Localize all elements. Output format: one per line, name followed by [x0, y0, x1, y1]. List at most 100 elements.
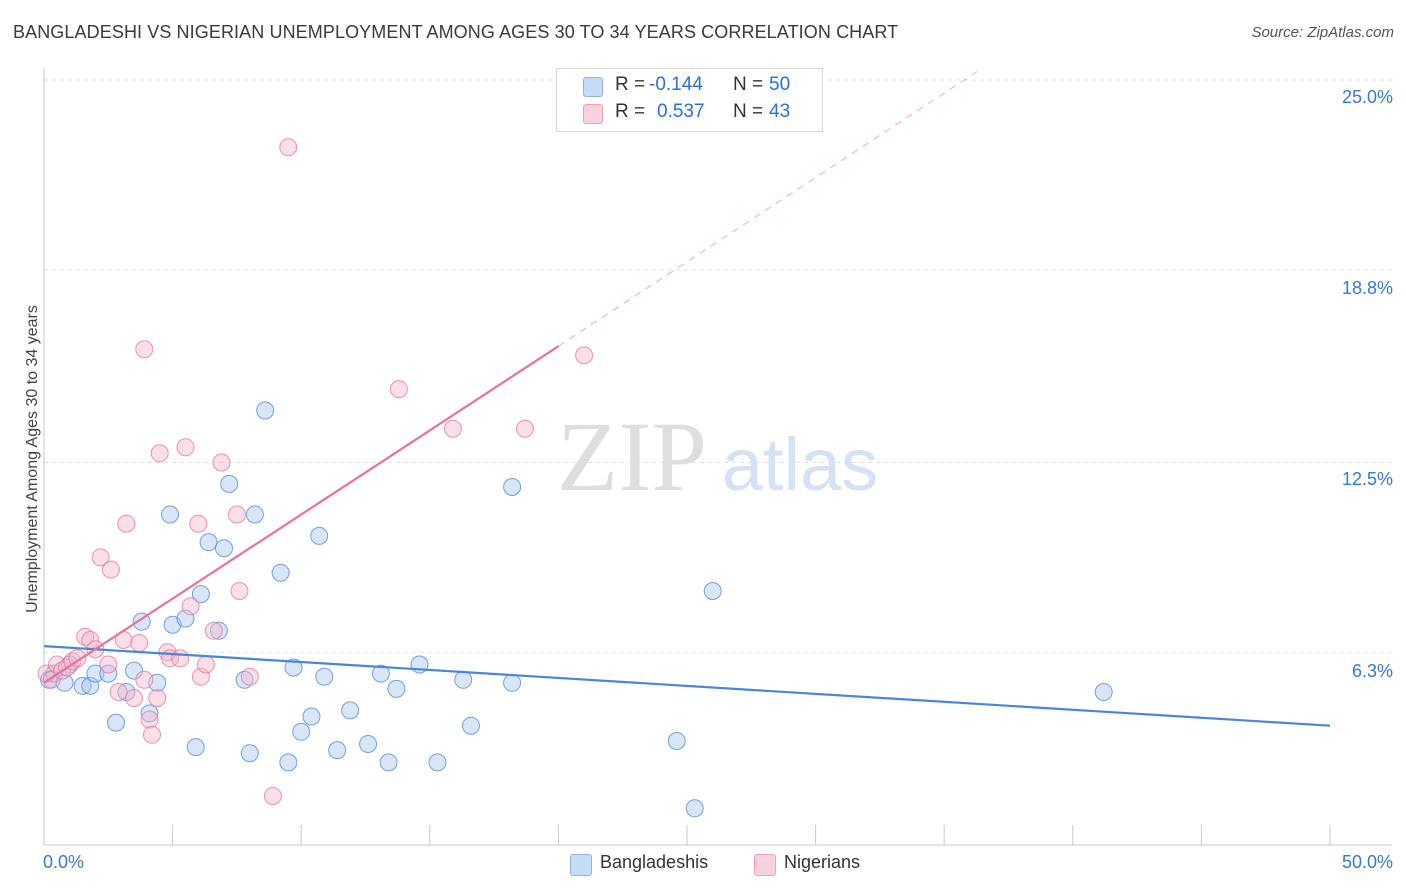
nigerian-point — [91, 548, 110, 567]
bangladeshi-point — [462, 716, 480, 735]
legend-swatch-bangladeshi — [583, 77, 603, 97]
nigerian-point — [99, 655, 118, 674]
bangladeshi-point — [503, 673, 522, 692]
bangladeshi-point — [454, 670, 473, 689]
watermark-atlas: atlas — [722, 423, 878, 506]
nigerian-point — [204, 621, 223, 640]
bangladeshi-point — [292, 722, 311, 741]
bottom-legend-label-nigerians: Nigerians — [784, 852, 861, 872]
nigerian-point — [150, 444, 169, 463]
bangladeshi-point — [379, 753, 398, 772]
bangladeshi-point — [310, 526, 329, 545]
nigerian-point — [130, 634, 149, 652]
watermark-zip: ZIP — [557, 401, 707, 512]
bangladeshi-point — [235, 670, 254, 689]
bangladeshi-point — [503, 478, 522, 496]
y-tick-label-25-0: 25.0% — [1341, 87, 1393, 107]
bangladeshi-point — [161, 505, 179, 524]
legend-n-value: 50 — [769, 74, 791, 95]
bangladeshi-point — [186, 738, 205, 757]
bangladeshi-point — [99, 664, 118, 683]
bangladeshi-point — [703, 582, 722, 600]
legend-r-value: -0.144 — [649, 74, 703, 95]
bangladeshi-point — [328, 741, 347, 760]
bangladeshi-point — [315, 667, 334, 686]
nigerian-point — [117, 514, 136, 533]
nigerian-point — [148, 689, 167, 708]
nigerian-point — [575, 346, 594, 365]
nigerian-point — [516, 419, 534, 438]
trendline-bangladeshis — [43, 645, 1331, 727]
bangladeshi-point — [86, 664, 105, 683]
nigerian-point — [197, 655, 215, 674]
bangladeshi-point — [685, 799, 704, 818]
nigerian-point — [191, 667, 210, 686]
bangladeshi-point — [359, 735, 378, 753]
legend-n-label: N = — [733, 74, 764, 95]
nigerian-point — [101, 560, 120, 579]
bottom-legend-label-bangladeshis: Bangladeshis — [600, 852, 709, 872]
y-tick-label-12-5: 12.5% — [1341, 469, 1393, 489]
nigerian-point — [230, 582, 249, 600]
bangladeshi-point — [215, 539, 233, 558]
nigerian-points — [37, 138, 594, 805]
nigerian-point — [143, 725, 161, 744]
bottom-legend-swatch-nigerians — [754, 854, 776, 876]
correlation-legend: R = -0.144 N = 50 R = 0.537 N = 43 — [556, 68, 823, 132]
nigerian-point — [63, 652, 82, 671]
nigerian-point — [181, 597, 200, 616]
legend-n-value: 43 — [769, 101, 791, 122]
bangladeshi-point — [302, 707, 321, 726]
bangladeshi-point — [256, 401, 275, 420]
bangladeshi-point — [125, 661, 143, 680]
nigerian-point — [443, 419, 462, 438]
bangladeshi-point — [245, 505, 264, 524]
trendline-nigerians — [43, 345, 560, 684]
bangladeshi-point — [209, 621, 228, 640]
bangladeshi-point — [279, 753, 298, 772]
nigerian-point — [389, 380, 408, 399]
bangladeshi-point — [107, 713, 125, 732]
nigerian-point — [176, 438, 195, 457]
nigerian-point — [125, 689, 143, 708]
bangladeshi-point — [220, 474, 239, 493]
x-tick-label-max: 50.0% — [1341, 852, 1393, 872]
trendline-nigerians — [558, 67, 984, 347]
bangladeshi-point — [428, 753, 447, 772]
bangladeshi-point — [371, 664, 390, 683]
nigerian-point — [135, 340, 154, 359]
legend-n-label: N = — [733, 101, 764, 122]
chart-title: BANGLADESHI VS NIGERIAN UNEMPLOYMENT AMO… — [13, 22, 899, 42]
nigerian-point — [47, 655, 66, 674]
bangladeshi-point — [271, 563, 290, 582]
legend-r-label: R = — [615, 74, 646, 95]
y-axis-label: Unemployment Among Ages 30 to 34 years — [24, 305, 41, 613]
gridlines — [44, 79, 1392, 653]
nigerian-point — [140, 710, 159, 729]
bangladeshi-point — [191, 585, 210, 604]
bangladeshi-point — [387, 679, 406, 698]
bangladeshi-point — [140, 704, 159, 723]
legend-r-label: R = — [615, 101, 646, 122]
nigerian-point — [135, 670, 154, 689]
bangladeshi-point — [240, 744, 259, 763]
nigerian-point — [263, 787, 282, 805]
bangladeshi-point — [341, 701, 360, 720]
axes — [43, 68, 1392, 846]
nigerian-point — [171, 649, 190, 668]
nigerian-point — [76, 627, 95, 646]
source-credit: Source: ZipAtlas.com — [1251, 24, 1394, 41]
bangladeshi-point — [1094, 683, 1113, 701]
bangladeshi-point — [284, 658, 303, 677]
nigerian-point — [227, 505, 246, 524]
bangladeshi-points — [40, 401, 1113, 818]
nigerian-point — [189, 514, 208, 533]
legend-swatch-nigerian — [583, 104, 603, 124]
bangladeshi-point — [199, 533, 218, 552]
watermark: ZIP atlas — [557, 401, 878, 512]
nigerian-point — [240, 667, 259, 686]
nigerian-point — [109, 683, 128, 701]
legend-r-value: 0.537 — [657, 101, 705, 122]
y-tick-label-18-8: 18.8% — [1341, 278, 1393, 298]
